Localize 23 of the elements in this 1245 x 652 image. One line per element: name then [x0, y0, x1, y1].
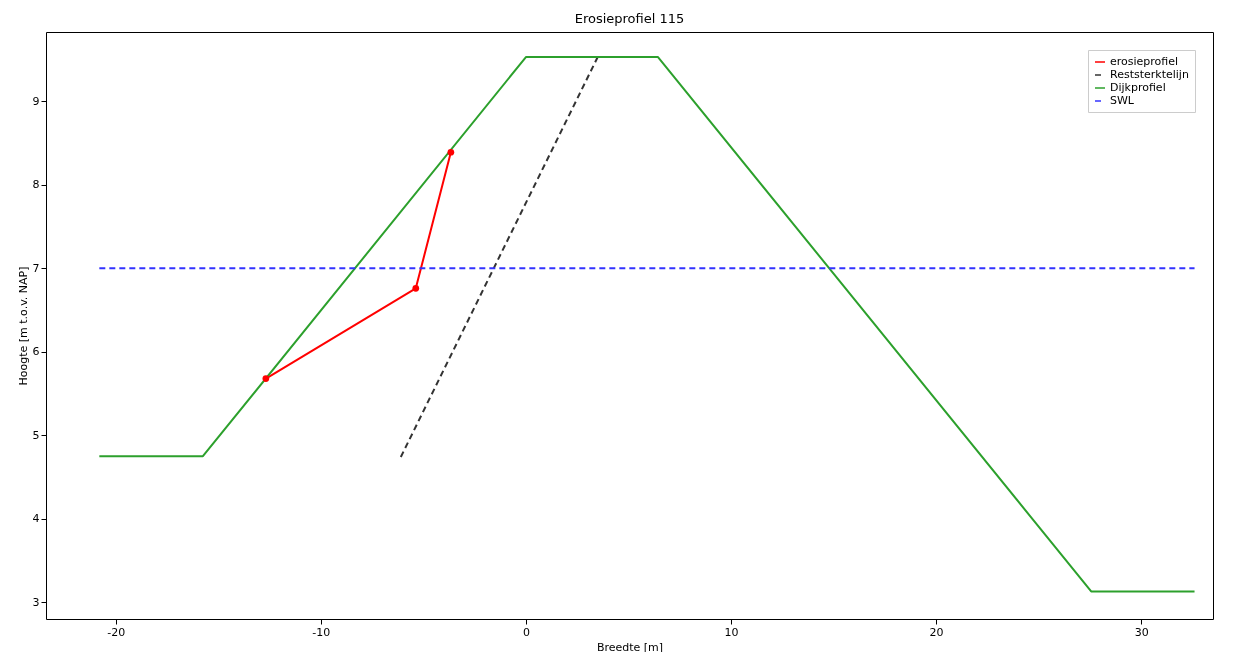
point — [447, 148, 455, 156]
legend-label: SWL — [1110, 94, 1135, 107]
y-tick-label: 8 — [32, 178, 40, 192]
legend-label: Dijkprofiel — [1110, 81, 1166, 94]
y-tick-label: 5 — [32, 428, 40, 442]
x-tick-label: -10 — [312, 625, 331, 639]
y-tick-label: 7 — [32, 261, 40, 275]
legend-label: Reststerktelijn — [1110, 68, 1189, 81]
y-axis-title: Hoogte [m t.o.v. NAP] — [16, 266, 30, 386]
x-tick-label: 0 — [522, 625, 530, 639]
y-tick-label: 9 — [32, 94, 40, 108]
x-axis-title: Breedte [m] — [596, 640, 664, 652]
legend-label: erosieprofiel — [1110, 55, 1179, 68]
x-tick-label: 10 — [724, 625, 739, 639]
point — [262, 375, 270, 382]
x-tick-label: 20 — [929, 625, 944, 639]
x-tick-label: 30 — [1134, 625, 1149, 639]
x-tick-label: -20 — [107, 625, 126, 639]
y-tick-label: 4 — [32, 512, 40, 526]
chart-title: Erosieprofiel 115 — [574, 11, 685, 26]
y-tick-label: 6 — [32, 345, 40, 359]
y-tick-label: 3 — [32, 595, 40, 609]
point — [412, 285, 420, 292]
